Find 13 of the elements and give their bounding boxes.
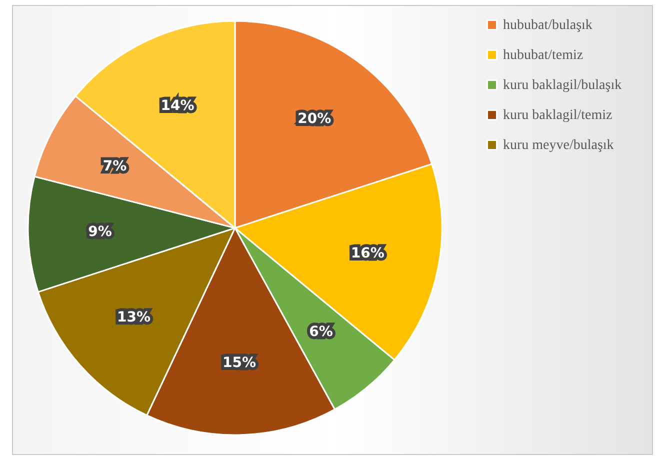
data-label: 13% xyxy=(116,309,150,326)
legend-label: kuru baklagil/bulaşık xyxy=(503,78,622,93)
legend-label: kuru meyve/bulaşık xyxy=(503,138,614,153)
data-label: 15% xyxy=(222,354,256,371)
legend-label: hububat/bulaşık xyxy=(503,18,592,33)
data-label: 20% xyxy=(298,110,332,127)
data-label: 6% xyxy=(309,324,333,340)
data-label: 9% xyxy=(88,224,112,240)
legend-label: hububat/temiz xyxy=(503,48,584,63)
data-label: 7% xyxy=(102,158,127,175)
data-label: 14% xyxy=(160,98,194,114)
legend-label: kuru baklagil/temiz xyxy=(503,108,612,123)
data-label: 16% xyxy=(350,245,384,262)
